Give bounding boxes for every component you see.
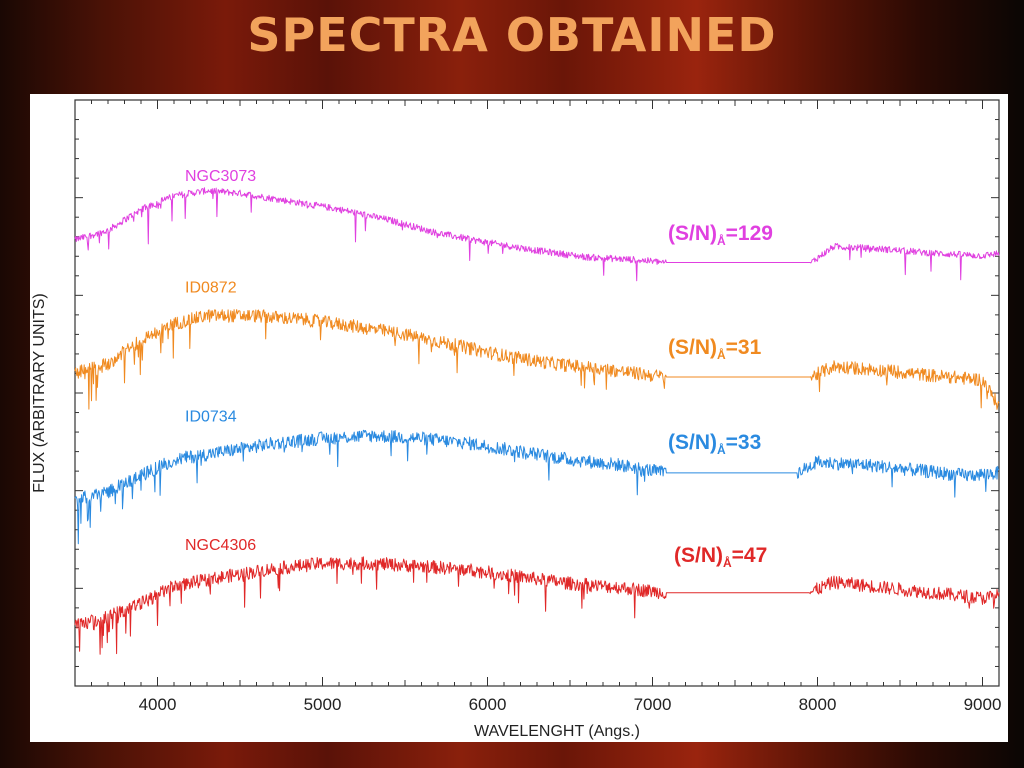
snr-value: =47 bbox=[731, 544, 768, 567]
series-name-id0734: ID0734 bbox=[185, 408, 237, 425]
snr-subscript: Å bbox=[717, 443, 726, 458]
snr-value: =33 bbox=[725, 431, 762, 454]
x-axis-label: WAVELENGHT (Angs.) bbox=[474, 723, 640, 740]
snr-subscript: Å bbox=[717, 348, 726, 363]
snr-text: (S/N) bbox=[668, 336, 717, 359]
series-name-ngc3073: NGC3073 bbox=[185, 168, 256, 185]
series-line-ngc3073 bbox=[74, 187, 1000, 282]
snr-subscript: Å bbox=[723, 556, 732, 571]
snr-value: =31 bbox=[725, 336, 762, 359]
slide-title: SPECTRA OBTAINED bbox=[247, 8, 777, 62]
x-tick-label: 8000 bbox=[799, 695, 837, 714]
spectra-chart: 4000 5000 6000 7000 8000 9000 WAVELENGHT (Angs… bbox=[31, 99, 1002, 740]
series-name-id0872: ID0872 bbox=[185, 279, 237, 296]
snr-label-id0734: (S/N)Å=33 bbox=[668, 431, 761, 457]
series-name-ngc4306: NGC4306 bbox=[185, 537, 256, 554]
y-axis-label: FLUX (ARBITRARY UNITS) bbox=[31, 293, 48, 492]
snr-label-ngc3073: (S/N)Å=129 bbox=[668, 222, 773, 248]
series-line-id0872 bbox=[74, 309, 1000, 410]
snr-subscript: Å bbox=[717, 234, 726, 249]
x-tick-label: 5000 bbox=[304, 695, 342, 714]
snr-text: (S/N) bbox=[668, 431, 717, 454]
x-tick-label: 9000 bbox=[964, 695, 1002, 714]
snr-label-ngc4306: (S/N)Å=47 bbox=[674, 544, 767, 570]
series-line-ngc4306 bbox=[74, 556, 1000, 655]
plot-frame bbox=[74, 99, 1000, 687]
snr-value: =129 bbox=[725, 222, 773, 245]
x-tick-label: 4000 bbox=[139, 695, 177, 714]
x-tick-label: 7000 bbox=[634, 695, 672, 714]
chart-panel: 4000 5000 6000 7000 8000 9000 WAVELENGHT (Angs… bbox=[30, 94, 1008, 742]
x-tick-label: 6000 bbox=[469, 695, 507, 714]
snr-text: (S/N) bbox=[674, 544, 723, 567]
snr-label-id0872: (S/N)Å=31 bbox=[668, 336, 761, 362]
series-line-id0734 bbox=[74, 429, 1000, 545]
snr-text: (S/N) bbox=[668, 222, 717, 245]
